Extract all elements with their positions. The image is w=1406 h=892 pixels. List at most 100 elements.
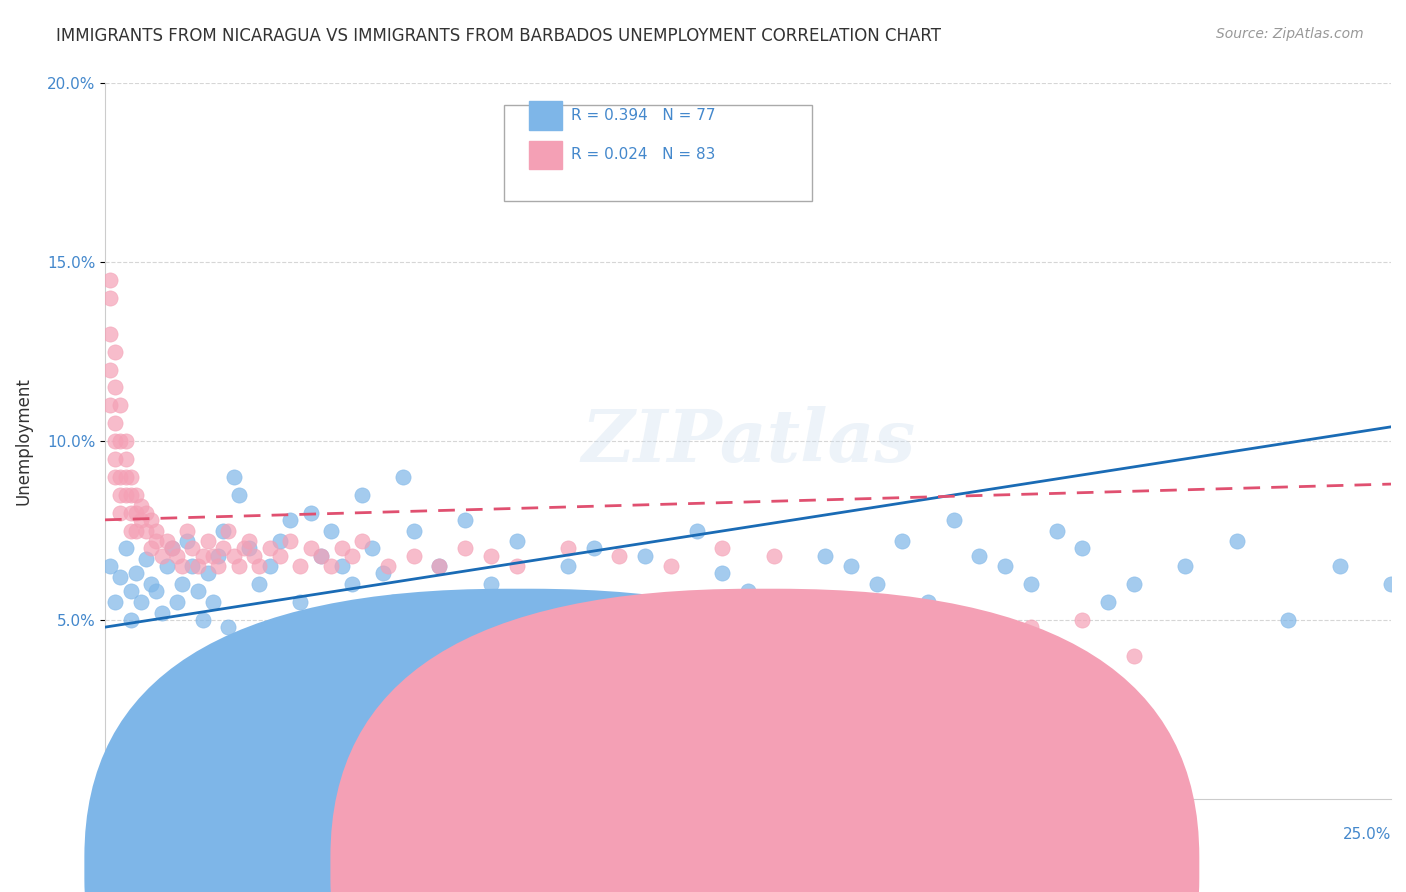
Point [371, 566, 394, 581]
Point [479, 549, 502, 563]
Point [150, 606, 173, 620]
Point [247, 577, 270, 591]
Point [377, 559, 399, 574]
Point [114, 434, 136, 449]
Point [659, 559, 682, 574]
Point [120, 506, 142, 520]
Point [942, 513, 965, 527]
Point [259, 541, 281, 556]
Point [125, 488, 148, 502]
Point [1097, 595, 1119, 609]
Point [609, 549, 631, 563]
Point [129, 513, 152, 527]
Point [259, 559, 281, 574]
Point [212, 524, 235, 538]
Point [98, 326, 121, 341]
Point [609, 620, 631, 634]
Text: 0.0%: 0.0% [105, 828, 143, 842]
Point [98, 559, 121, 574]
Point [141, 541, 163, 556]
Point [557, 559, 579, 574]
Point [141, 577, 163, 591]
Point [762, 613, 785, 627]
Point [402, 549, 425, 563]
Point [110, 570, 132, 584]
Point [160, 541, 183, 556]
Point [120, 524, 142, 538]
Point [222, 470, 245, 484]
Point [228, 559, 250, 574]
Point [141, 513, 163, 527]
Point [278, 534, 301, 549]
Text: 25.0%: 25.0% [1343, 828, 1391, 842]
Point [1071, 541, 1094, 556]
Point [135, 552, 157, 566]
Point [361, 541, 384, 556]
Point [135, 506, 157, 520]
Point [166, 549, 188, 563]
Point [191, 613, 214, 627]
Point [222, 549, 245, 563]
Text: Immigrants from Nicaragua: Immigrants from Nicaragua [537, 861, 748, 875]
Point [207, 559, 229, 574]
Point [114, 470, 136, 484]
Point [290, 559, 312, 574]
Point [114, 488, 136, 502]
Point [176, 534, 198, 549]
Point [352, 488, 374, 502]
Point [156, 559, 179, 574]
Point [309, 549, 332, 563]
Point [197, 566, 219, 581]
Point [711, 541, 734, 556]
Point [187, 584, 209, 599]
Y-axis label: Unemployment: Unemployment [15, 377, 32, 505]
Point [145, 534, 167, 549]
Point [994, 559, 1017, 574]
Point [217, 524, 239, 538]
Point [891, 534, 914, 549]
Point [269, 549, 291, 563]
Point [104, 452, 127, 467]
Point [969, 549, 991, 563]
Point [104, 344, 127, 359]
Bar [530, 141, 561, 169]
Point [98, 273, 121, 287]
Point [202, 549, 225, 563]
Point [321, 559, 343, 574]
Point [172, 577, 194, 591]
Point [207, 549, 229, 563]
Point [110, 470, 132, 484]
FancyBboxPatch shape [503, 105, 813, 202]
Point [340, 577, 363, 591]
Point [278, 513, 301, 527]
Point [321, 524, 343, 538]
Point [145, 524, 167, 538]
Point [1071, 613, 1094, 627]
Point [212, 541, 235, 556]
Point [202, 595, 225, 609]
Point [110, 434, 132, 449]
Point [120, 613, 142, 627]
Point [711, 566, 734, 581]
Point [160, 541, 183, 556]
Point [330, 559, 353, 574]
Point [232, 541, 254, 556]
Point [120, 488, 142, 502]
Point [129, 595, 152, 609]
Point [98, 362, 121, 376]
Point [454, 541, 477, 556]
Point [309, 549, 332, 563]
Point [402, 524, 425, 538]
Point [290, 595, 312, 609]
Point [659, 648, 682, 663]
Text: ZIPatlas: ZIPatlas [581, 406, 915, 476]
Point [330, 541, 353, 556]
Point [238, 534, 260, 549]
Point [505, 534, 527, 549]
Point [191, 549, 214, 563]
Point [150, 549, 173, 563]
Point [135, 524, 157, 538]
Point [104, 470, 127, 484]
Point [176, 524, 198, 538]
Point [181, 559, 204, 574]
